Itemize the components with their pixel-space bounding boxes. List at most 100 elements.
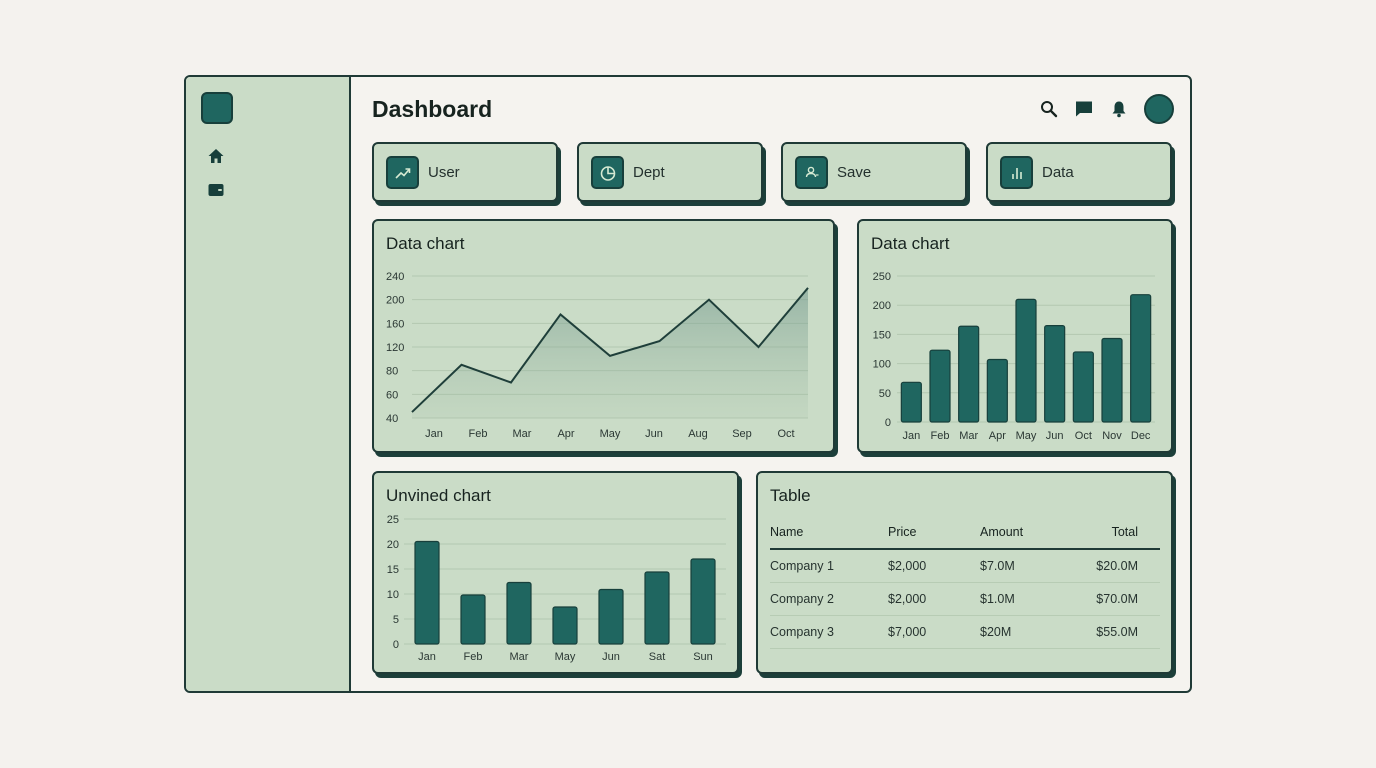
svg-text:Jun: Jun: [1046, 430, 1064, 442]
page-title: Dashboard: [372, 96, 493, 122]
svg-text:May: May: [555, 651, 576, 663]
avatar[interactable]: [1144, 94, 1174, 124]
app-window: Dashboard User Dept: [184, 75, 1192, 693]
stat-card-data[interactable]: Data: [986, 142, 1172, 202]
table-header-row: Name Price Amount Total: [770, 521, 1160, 550]
column-header[interactable]: Price: [888, 521, 980, 550]
header-actions: [1024, 93, 1174, 125]
svg-text:Jan: Jan: [902, 430, 920, 442]
bar-chart-icon: [1000, 156, 1033, 189]
cell-total: $20.0M: [1072, 549, 1160, 583]
trending-up-icon: [386, 156, 419, 189]
svg-text:Apr: Apr: [557, 428, 574, 440]
svg-text:150: 150: [873, 329, 891, 341]
table-row[interactable]: Company 2 $2,000 $1.0M $70.0M: [770, 582, 1160, 616]
stat-card-dept[interactable]: Dept: [577, 142, 763, 202]
bell-icon[interactable]: [1109, 99, 1129, 119]
stat-label: Dept: [633, 164, 665, 181]
table-row[interactable]: Company 3 $7,000 $20M $55.0M: [770, 615, 1160, 649]
svg-text:May: May: [600, 428, 621, 440]
svg-text:Mar: Mar: [513, 428, 532, 440]
svg-text:Sat: Sat: [649, 651, 666, 663]
svg-text:80: 80: [386, 366, 398, 378]
svg-text:Apr: Apr: [989, 430, 1006, 442]
stat-card-save[interactable]: Save: [781, 142, 967, 202]
bar-chart: 25 20 15 10 5 0 Jan Feb Mar May Jun Sat Sun: [387, 514, 726, 663]
svg-text:10: 10: [387, 589, 399, 601]
svg-text:Dec: Dec: [1131, 430, 1151, 442]
unvined-chart-card: Unvined chart 25 20 15 10 5 0 Jan Feb Mar May Jun S…: [372, 471, 739, 674]
svg-text:40: 40: [386, 413, 398, 425]
stat-label: Save: [837, 164, 872, 181]
stat-card-user[interactable]: User: [372, 142, 558, 202]
svg-text:Aug: Aug: [688, 428, 708, 440]
svg-text:100: 100: [873, 359, 891, 371]
svg-text:Feb: Feb: [931, 430, 950, 442]
cell-total: $70.0M: [1072, 582, 1160, 616]
column-header[interactable]: Name: [770, 521, 888, 550]
svg-text:15: 15: [387, 564, 399, 576]
svg-text:0: 0: [885, 417, 891, 429]
pie-chart-icon: [591, 156, 624, 189]
svg-text:Oct: Oct: [777, 428, 794, 440]
svg-text:160: 160: [386, 318, 404, 330]
stat-label: Data: [1042, 164, 1074, 181]
users-icon: [795, 156, 828, 189]
chart-title: Unvined chart: [386, 486, 491, 505]
svg-text:May: May: [1016, 430, 1037, 442]
svg-text:200: 200: [386, 295, 404, 307]
svg-text:60: 60: [386, 389, 398, 401]
svg-text:Feb: Feb: [469, 428, 488, 440]
search-icon[interactable]: [1039, 99, 1059, 119]
svg-text:25: 25: [387, 514, 399, 526]
chat-icon[interactable]: [1074, 99, 1094, 119]
svg-text:120: 120: [386, 342, 404, 354]
svg-text:Jun: Jun: [645, 428, 663, 440]
home-icon[interactable]: [207, 147, 225, 165]
svg-text:Sun: Sun: [693, 651, 713, 663]
cell-amount: $7.0M: [980, 549, 1072, 583]
cell-name: Company 1: [770, 549, 888, 583]
chart-title: Data chart: [871, 234, 950, 253]
table-card: Table Name Price Amount Total Company 1 …: [756, 471, 1173, 674]
cell-amount: $1.0M: [980, 582, 1072, 616]
bar-chart-card: Data chart 250 200 150 100 50 0 Jan Feb Mar Apr Ma…: [857, 219, 1173, 453]
line-chart: 240 200 160 120 80 60 40 Jan Feb Mar Apr May Jun Aug S…: [386, 271, 809, 440]
chart-title: Data chart: [386, 234, 465, 253]
svg-text:0: 0: [393, 639, 399, 651]
svg-text:Sep: Sep: [732, 428, 752, 440]
line-chart-card: Data chart 240 200 160 120 80 60 40 Jan Feb Mar Ap…: [372, 219, 835, 453]
svg-text:240: 240: [386, 271, 404, 283]
svg-text:250: 250: [873, 271, 891, 283]
svg-text:5: 5: [393, 614, 399, 626]
cell-price: $2,000: [888, 582, 980, 616]
cell-name: Company 3: [770, 615, 888, 649]
column-header[interactable]: Total: [1072, 521, 1160, 550]
sidebar: [186, 77, 351, 691]
svg-text:Mar: Mar: [510, 651, 529, 663]
svg-text:Jan: Jan: [418, 651, 436, 663]
svg-text:Oct: Oct: [1075, 430, 1092, 442]
cell-total: $55.0M: [1072, 615, 1160, 649]
cell-price: $7,000: [888, 615, 980, 649]
data-table: Name Price Amount Total Company 1 $2,000…: [770, 521, 1160, 649]
svg-text:Nov: Nov: [1102, 430, 1122, 442]
svg-text:Jun: Jun: [602, 651, 620, 663]
svg-text:200: 200: [873, 300, 891, 312]
table-row[interactable]: Company 1 $2,000 $7.0M $20.0M: [770, 549, 1160, 583]
svg-text:20: 20: [387, 539, 399, 551]
svg-text:Mar: Mar: [959, 430, 978, 442]
app-logo[interactable]: [201, 92, 233, 124]
column-header[interactable]: Amount: [980, 521, 1072, 550]
bar-chart: 250 200 150 100 50 0 Jan Feb Mar Apr May Jun Oct Nov D…: [873, 271, 1155, 442]
cell-amount: $20M: [980, 615, 1072, 649]
main-content: Dashboard User Dept: [352, 77, 1190, 691]
svg-text:Jan: Jan: [425, 428, 443, 440]
cell-price: $2,000: [888, 549, 980, 583]
stat-label: User: [428, 164, 460, 181]
wallet-icon[interactable]: [207, 181, 225, 199]
table-title: Table: [770, 486, 811, 505]
cell-name: Company 2: [770, 582, 888, 616]
svg-text:Feb: Feb: [464, 651, 483, 663]
svg-text:50: 50: [879, 388, 891, 400]
